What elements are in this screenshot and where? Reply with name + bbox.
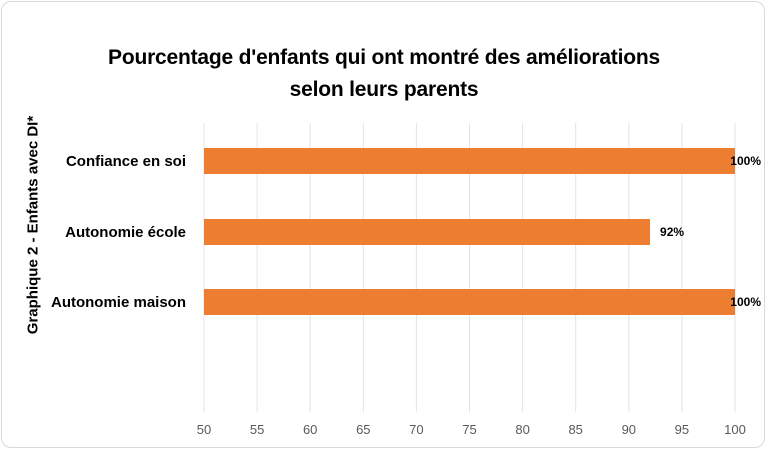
data-label: 92%: [660, 225, 684, 239]
chart-title-line1: Pourcentage d'enfants qui ont montré des…: [108, 46, 660, 69]
category-labels: Confiance en soi Autonomie école Autonomie…: [51, 153, 186, 311]
x-tick-label: 50: [197, 422, 211, 437]
category-label: Autonomie maison: [51, 294, 186, 311]
category-label: Confiance en soi: [66, 153, 186, 170]
x-tick-label: 55: [250, 422, 264, 437]
x-tick-label: 90: [622, 422, 636, 437]
x-tick-label: 60: [303, 422, 317, 437]
x-tick-labels: 50 55 60 65 70 75 80 85 90 95 100: [197, 422, 746, 437]
bars: [204, 148, 735, 315]
bar: [204, 289, 735, 315]
category-label: Autonomie école: [65, 224, 186, 241]
chart-title-line2: selon leurs parents: [289, 78, 479, 101]
x-tick-label: 100: [724, 422, 746, 437]
data-label: 100%: [730, 295, 761, 309]
bar: [204, 148, 735, 174]
x-tick-label: 75: [462, 422, 476, 437]
bar: [204, 219, 651, 245]
data-labels: 100% 92% 100%: [660, 154, 761, 309]
x-tick-label: 70: [409, 422, 423, 437]
data-label: 100%: [730, 154, 761, 168]
x-tick-label: 80: [515, 422, 529, 437]
x-tick-label: 85: [568, 422, 582, 437]
x-tick-label: 95: [675, 422, 689, 437]
x-tick-label: 65: [356, 422, 370, 437]
